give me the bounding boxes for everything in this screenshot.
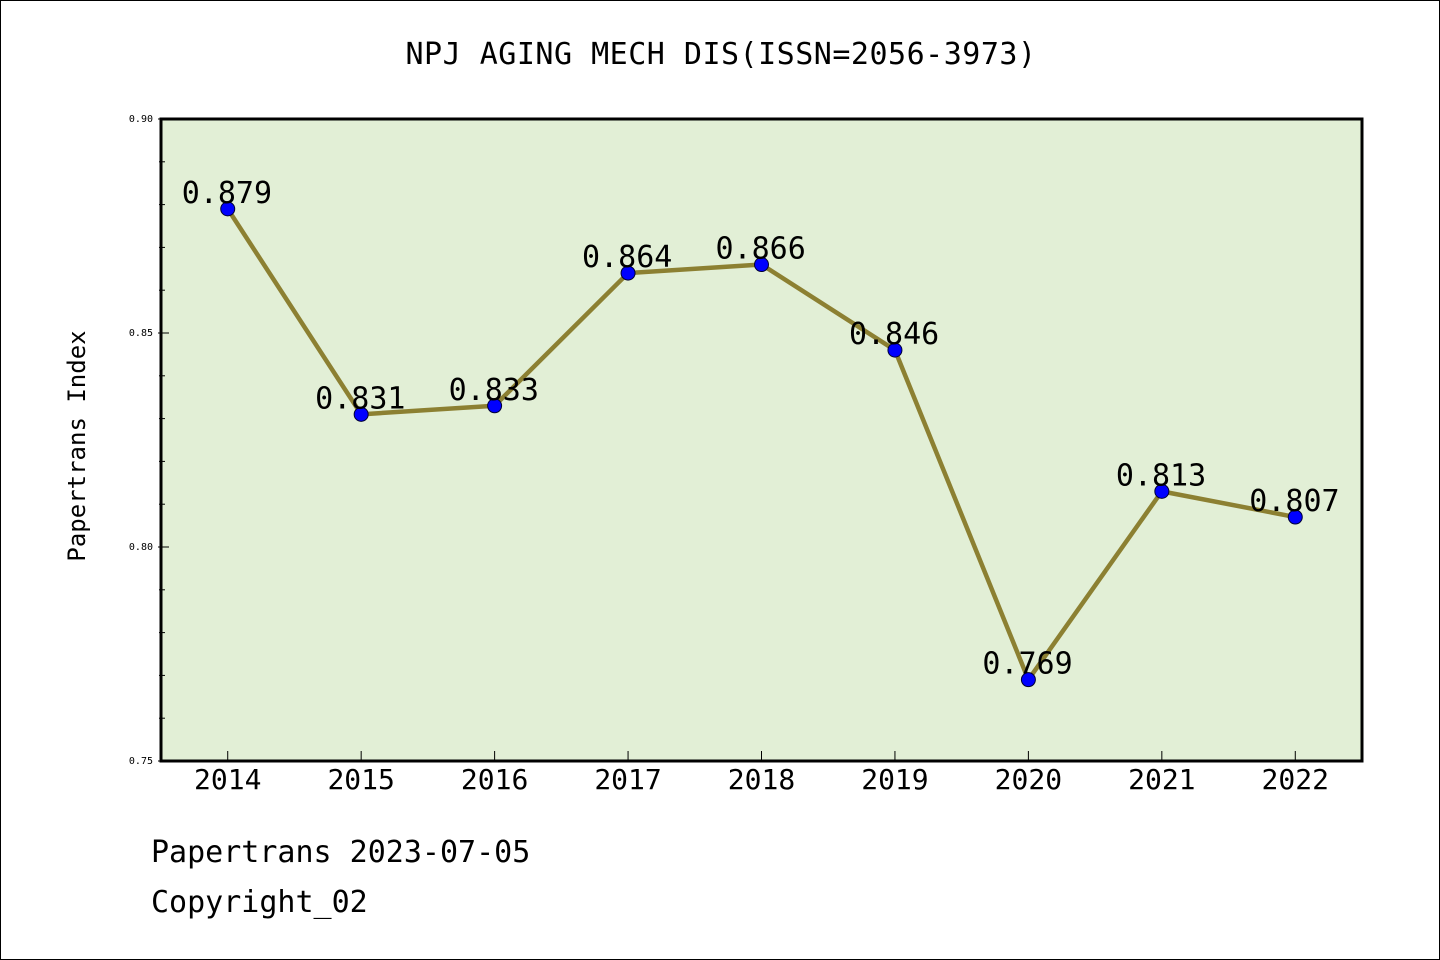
- data-point: [353, 406, 369, 422]
- data-label: 0.846: [849, 317, 939, 352]
- y-tick-label: 0.85: [129, 328, 153, 339]
- data-point: [754, 257, 769, 273]
- x-tick-label: 2016: [461, 763, 528, 796]
- x-tick-label: 2021: [1128, 763, 1195, 796]
- data-point: [487, 398, 503, 414]
- x-tick-label: 2022: [1262, 763, 1329, 796]
- x-tick-label: 2014: [194, 763, 261, 796]
- data-label: 0.769: [982, 647, 1072, 682]
- data-label: 0.807: [1249, 484, 1339, 519]
- y-tick-label: 0.75: [129, 756, 153, 767]
- data-point: [1287, 509, 1303, 525]
- x-tick-label: 2018: [728, 763, 795, 796]
- data-point: [220, 201, 236, 217]
- data-point: [887, 342, 903, 358]
- x-tick-label: 2017: [594, 763, 661, 796]
- footer-date: Papertrans 2023-07-05: [151, 835, 531, 870]
- data-point: [1154, 483, 1170, 499]
- y-tick-label: 0.90: [129, 114, 153, 125]
- data-label: 0.866: [716, 232, 806, 267]
- x-tick-label: 2019: [861, 763, 928, 796]
- data-label: 0.831: [315, 381, 405, 416]
- data-label: 0.813: [1116, 458, 1206, 493]
- y-axis-label: Papertrans Index: [63, 330, 91, 561]
- chart-title: NPJ AGING MECH DIS(ISSN=2056-3973): [405, 37, 1037, 72]
- data-label: 0.833: [449, 373, 539, 408]
- data-point: [620, 265, 636, 281]
- data-point: [1020, 672, 1036, 688]
- x-tick-label: 2015: [327, 763, 394, 796]
- x-tick-label: 2020: [995, 763, 1062, 796]
- data-label: 0.879: [182, 176, 272, 211]
- footer-copyright: Copyright_02: [151, 885, 368, 920]
- y-tick-label: 0.80: [129, 542, 153, 553]
- data-label: 0.864: [582, 240, 672, 275]
- plot-background: [161, 119, 1362, 761]
